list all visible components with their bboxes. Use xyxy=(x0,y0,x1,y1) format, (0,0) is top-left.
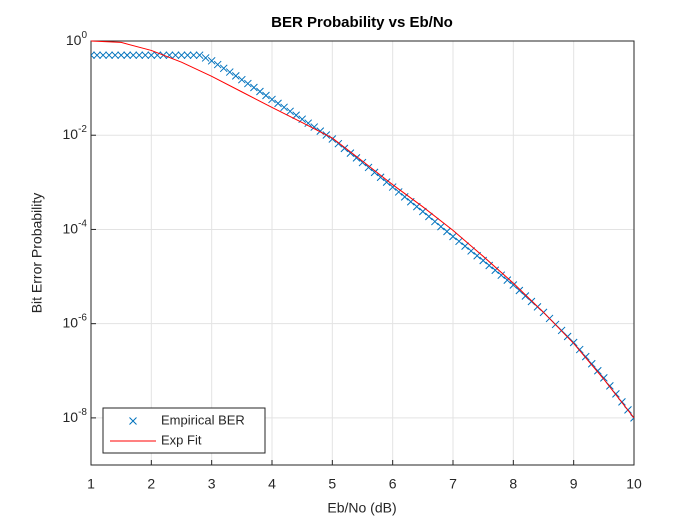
series-line xyxy=(91,40,634,419)
marker xyxy=(449,232,457,241)
x-tick-label: 6 xyxy=(389,476,397,492)
marker xyxy=(382,178,391,186)
marker xyxy=(250,83,258,92)
marker xyxy=(569,338,578,347)
y-axis-label: Bit Error Probability xyxy=(29,193,45,314)
y-tick-label: 100 xyxy=(66,30,88,48)
marker xyxy=(129,51,138,60)
marker xyxy=(437,222,445,231)
marker xyxy=(135,51,144,60)
marker xyxy=(141,51,150,60)
x-tick-label: 9 xyxy=(570,476,578,492)
plot-area xyxy=(91,41,634,465)
marker xyxy=(237,75,246,84)
marker xyxy=(213,60,222,69)
x-axis-label: Eb/No (dB) xyxy=(327,500,396,516)
marker xyxy=(231,72,240,80)
x-tick-label: 3 xyxy=(208,476,216,492)
marker xyxy=(388,183,397,191)
marker xyxy=(91,51,95,60)
x-tick-label: 1 xyxy=(87,476,95,492)
marker xyxy=(400,192,409,201)
marker xyxy=(599,373,608,382)
marker xyxy=(304,119,313,128)
marker xyxy=(358,158,367,167)
marker xyxy=(292,111,300,120)
marker xyxy=(219,64,228,73)
marker xyxy=(207,56,216,65)
x-tick-label: 8 xyxy=(509,476,517,492)
x-tick-label: 10 xyxy=(626,476,642,492)
marker xyxy=(491,266,500,275)
marker xyxy=(461,242,469,250)
marker xyxy=(443,227,451,236)
legend-label: Exp Fit xyxy=(161,432,202,447)
marker xyxy=(189,51,198,60)
marker xyxy=(117,51,126,60)
marker xyxy=(280,103,288,112)
marker xyxy=(93,51,101,60)
marker xyxy=(394,188,403,196)
marker xyxy=(364,163,373,172)
axes-box xyxy=(90,40,635,466)
y-tick-label: 10-6 xyxy=(63,312,88,330)
x-tick-label: 4 xyxy=(268,476,276,492)
marker xyxy=(352,153,361,162)
marker xyxy=(123,51,132,60)
x-tick-label: 2 xyxy=(147,476,155,492)
marker xyxy=(262,91,270,100)
marker xyxy=(244,79,252,88)
chart-title: BER Probability vs Eb/No xyxy=(271,14,453,31)
marker xyxy=(370,168,379,177)
legend-marker xyxy=(129,417,137,425)
marker xyxy=(177,51,186,60)
legend-box xyxy=(102,407,266,454)
y-tick-label: 10-4 xyxy=(63,218,88,236)
marker xyxy=(111,51,119,60)
y-tick-label: 10-8 xyxy=(63,407,88,425)
marker xyxy=(99,51,107,60)
marker xyxy=(376,173,385,182)
marker xyxy=(455,237,463,246)
marker xyxy=(286,107,294,116)
marker xyxy=(171,51,180,60)
legend-label: Empirical BER xyxy=(161,412,245,427)
marker xyxy=(274,99,282,108)
marker xyxy=(153,51,162,60)
marker xyxy=(346,149,355,157)
y-tick-label: 10-2 xyxy=(63,124,88,142)
marker xyxy=(195,51,204,60)
x-tick-label: 5 xyxy=(328,476,336,492)
marker xyxy=(147,51,156,60)
marker xyxy=(503,276,512,285)
marker xyxy=(225,68,234,76)
marker xyxy=(268,95,276,104)
marker xyxy=(165,51,174,60)
marker xyxy=(105,51,113,60)
marker xyxy=(593,366,602,375)
marker xyxy=(497,271,506,280)
marker xyxy=(201,54,210,62)
marker xyxy=(256,87,264,96)
marker xyxy=(431,217,439,226)
x-tick-label: 7 xyxy=(449,476,457,492)
marker xyxy=(425,212,433,221)
marker xyxy=(183,51,192,60)
